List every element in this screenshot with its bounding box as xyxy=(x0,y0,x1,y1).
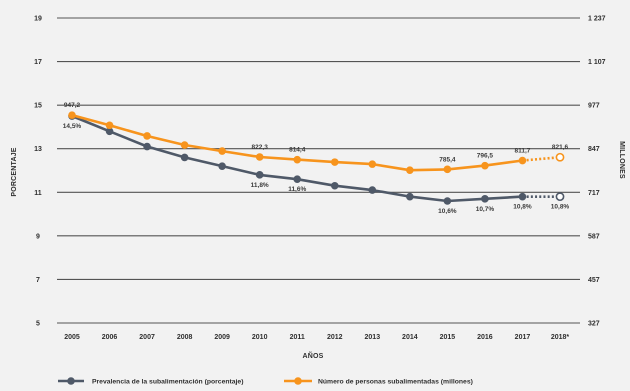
x-tick-label: 2013 xyxy=(365,334,381,341)
y-tick-label-right: 327 xyxy=(588,321,600,328)
series-layer: 14,5% 11,8% 11,6% 10,6% 10,7% 10,8% 10,8% 947,2… xyxy=(63,102,570,215)
prevalence-point xyxy=(105,127,114,136)
prevalence-data-label: 11,6% xyxy=(288,186,306,193)
y-axis-title-right: MILLONES xyxy=(618,141,625,179)
prevalence-point xyxy=(330,181,339,190)
prevalence-point xyxy=(368,186,377,194)
legend-label: Prevalencia de la subalimentación (porce… xyxy=(92,379,243,386)
y-tick-label-right: 1 107 xyxy=(588,59,606,66)
x-tick-label: 2012 xyxy=(327,334,343,341)
x-tick-label: 2010 xyxy=(252,334,268,341)
undernourished-people-point xyxy=(143,132,151,140)
y-tick-label-right: 977 xyxy=(588,103,600,110)
prevalence-point xyxy=(518,192,527,201)
undernourished-people-series: 947,2 822,3 814,4 785,4 796,5 811,7 821,6 xyxy=(64,102,569,174)
y-tick-label-left: 11 xyxy=(34,190,42,197)
undernourished-people-point xyxy=(293,155,302,164)
undernourished-people-point xyxy=(518,156,527,165)
legend-item-undernourished-people: Número de personas subalimentadas (millo… xyxy=(284,377,473,386)
y-tick-label-right: 587 xyxy=(588,233,600,240)
legend-label: Número de personas subalimentadas (millo… xyxy=(318,379,473,386)
prevalence-point xyxy=(255,171,264,179)
y-tick-label-right: 717 xyxy=(588,190,600,197)
prevalence-data-label: 10,8% xyxy=(513,204,532,211)
undernourished-people-data-label: 821,6 xyxy=(552,144,569,151)
undernourished-people-point xyxy=(180,141,189,149)
y-tick-label-right: 457 xyxy=(588,277,600,284)
undernourished-people-point xyxy=(255,153,264,161)
x-tick-label: 2005 xyxy=(64,334,80,341)
undernourished-people-point xyxy=(406,166,414,174)
undernourished-people-data-label: 814,4 xyxy=(289,147,306,154)
prevalence-data-label: 14,5% xyxy=(63,123,82,130)
prevalence-point xyxy=(293,175,302,184)
legend: Prevalencia de la subalimentación (porce… xyxy=(58,377,473,386)
undernourished-people-data-label: 811,7 xyxy=(515,148,531,155)
x-axis-ticks: 2005 2006 2007 2008 2009 2010 2011 2012 2013 2014… xyxy=(64,334,569,341)
prevalence-data-label: 10,8% xyxy=(551,204,570,211)
prevalence-data-label: 11,8% xyxy=(251,182,269,189)
undernourished-people-data-label: 785,4 xyxy=(439,156,456,163)
prevalence-point xyxy=(555,192,565,202)
prevalence-data-label: 10,6% xyxy=(438,208,457,215)
undernourished-people-point xyxy=(368,160,377,168)
y-tick-label-left: 5 xyxy=(36,321,40,328)
prevalence-point xyxy=(406,192,414,201)
undernourished-people-point xyxy=(330,158,339,166)
y-tick-label-left: 7 xyxy=(36,277,40,284)
undernourished-people-data-label: 822,3 xyxy=(252,144,269,151)
undernourished-people-point xyxy=(68,111,76,119)
x-tick-label: 2011 xyxy=(290,334,305,341)
prevalence-point xyxy=(180,153,189,162)
undernourished-people-point xyxy=(481,161,489,170)
undernourished-people-point xyxy=(555,152,565,162)
y-tick-label-left: 15 xyxy=(34,103,42,110)
x-tick-label: 2018* xyxy=(551,334,570,341)
legend-swatch-marker xyxy=(67,377,75,385)
x-tick-label: 2017 xyxy=(515,334,531,341)
prevalence-point xyxy=(218,162,226,170)
x-tick-label: 2014 xyxy=(402,334,418,341)
legend-item-prevalence: Prevalencia de la subalimentación (porce… xyxy=(58,377,243,386)
x-tick-label: 2007 xyxy=(139,334,155,341)
y-tick-label-right: 847 xyxy=(588,146,600,153)
prevalence-data-label: 10,7% xyxy=(476,206,495,213)
undernourished-people-point xyxy=(105,121,114,130)
y-tick-label-left: 9 xyxy=(36,233,40,240)
x-tick-label: 2006 xyxy=(102,334,118,341)
legend-swatch-marker xyxy=(294,377,302,385)
y-tick-label-right: 1 237 xyxy=(588,16,606,23)
undernourished-people-data-label: 947,2 xyxy=(64,102,81,109)
y-tick-label-left: 17 xyxy=(34,59,42,66)
prevalence-point xyxy=(481,195,489,203)
x-tick-label: 2015 xyxy=(440,334,456,341)
undernourished-people-point xyxy=(443,165,452,174)
undernourished-people-data-label: 796,5 xyxy=(477,153,494,160)
y-tick-label-left: 19 xyxy=(34,16,42,23)
y-axis-title-left: PORCENTAJE xyxy=(11,147,18,196)
undernourished-people-point xyxy=(218,147,226,155)
x-tick-label: 2009 xyxy=(214,334,230,341)
gridlines-and-y-ticks: 5 7 9 11 13 15 17 19 327 457 587 717 847 977 1 107 1 23… xyxy=(34,16,606,328)
x-tick-label: 2016 xyxy=(477,334,493,341)
y-tick-label-left: 13 xyxy=(34,146,42,153)
prevalence-point xyxy=(443,197,452,205)
prevalence-point xyxy=(143,142,151,151)
x-tick-label: 2008 xyxy=(177,334,193,341)
x-axis-title: AÑOS xyxy=(302,351,323,360)
